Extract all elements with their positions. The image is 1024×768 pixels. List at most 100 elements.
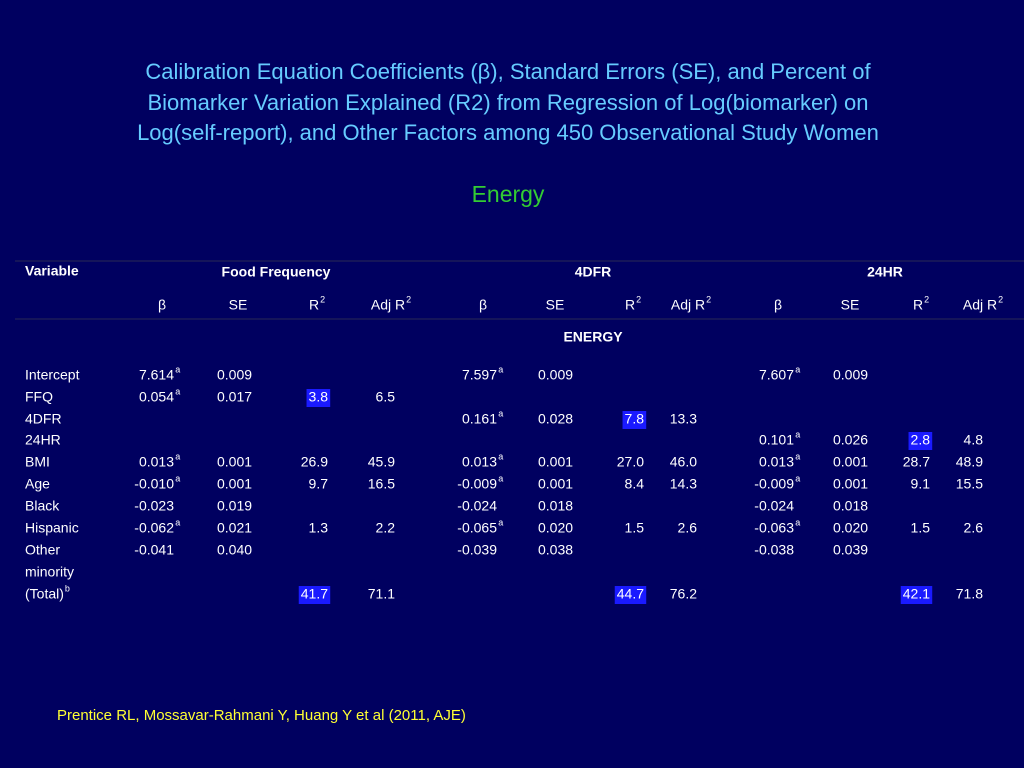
table-cell: 44.7 [617, 586, 644, 602]
table-cell: 0.013 [139, 454, 174, 470]
column-header: β [479, 297, 487, 313]
title-line: Log(self-report), and Other Factors amon… [137, 120, 879, 145]
table-cell: 2.2 [376, 520, 396, 536]
table-cell: 7.614 [139, 367, 174, 383]
citation: Prentice RL, Mossavar-Rahmani Y, Huang Y… [57, 707, 466, 724]
table-cell: 0.001 [538, 476, 573, 492]
row-label: Other [25, 542, 60, 558]
table-cell: 0.001 [538, 454, 573, 470]
superscript: a [498, 408, 503, 418]
superscript: 2 [406, 294, 411, 304]
table-cell: -0.010 [134, 476, 174, 492]
table-cell: 13.3 [670, 411, 697, 427]
table-cell: -0.041 [134, 542, 174, 558]
table-cell: -0.063 [754, 520, 794, 536]
table-cell: -0.062 [134, 520, 174, 536]
table-cell: 1.5 [625, 520, 645, 536]
table-cell: 27.0 [617, 454, 644, 470]
table-cell: 0.101 [759, 432, 794, 448]
table-cell: 0.161 [462, 411, 497, 427]
table-cell: 1.3 [309, 520, 329, 536]
column-header: β [774, 297, 782, 313]
table-cell: 71.8 [956, 586, 983, 602]
superscript: a [498, 364, 503, 374]
table-cell: 15.5 [956, 476, 983, 492]
superscript: a [175, 364, 180, 374]
highlight [622, 411, 647, 429]
table-cell: 0.028 [538, 411, 573, 427]
table-cell: 0.009 [217, 367, 252, 383]
highlight [614, 586, 647, 604]
table-cell: 0.020 [538, 520, 573, 536]
table-cell: 7.8 [625, 411, 645, 427]
superscript: a [175, 517, 180, 527]
superscript: 2 [636, 294, 641, 304]
superscript: a [498, 517, 503, 527]
table-cell: -0.023 [134, 498, 174, 514]
table-cell: 2.6 [964, 520, 984, 536]
group-header: Food Frequency [222, 264, 331, 280]
table-cell: -0.024 [754, 498, 794, 514]
table-cell: 0.009 [833, 367, 868, 383]
superscript: a [795, 473, 800, 483]
table-cell: -0.039 [457, 542, 497, 558]
superscript: a [795, 429, 800, 439]
superscript: b [65, 583, 70, 593]
superscript: 2 [706, 294, 711, 304]
table-cell: 6.5 [376, 389, 396, 405]
table-cell: 0.054 [139, 389, 174, 405]
table-cell: 16.5 [368, 476, 395, 492]
table-cell: 45.9 [368, 454, 395, 470]
table-cell: 46.0 [670, 454, 697, 470]
superscript: 2 [998, 294, 1003, 304]
column-header: R [625, 297, 635, 313]
highlight [900, 586, 933, 604]
row-label: 4DFR [25, 411, 62, 427]
table-cell: 2.6 [678, 520, 698, 536]
column-header: β [158, 297, 166, 313]
table-cell: 42.1 [903, 586, 930, 602]
table-cell: 9.7 [309, 476, 329, 492]
column-header: Adj R [671, 297, 705, 313]
title-line: Calibration Equation Coefficients (β), S… [145, 59, 871, 84]
superscript: a [175, 451, 180, 461]
variable-header: Variable [25, 263, 79, 279]
subtitle: Energy [472, 181, 545, 207]
table-cell: 0.018 [538, 498, 573, 514]
row-label: 24HR [25, 432, 61, 448]
table-cell: 14.3 [670, 476, 697, 492]
superscript: a [175, 386, 180, 396]
row-label: (Total) [25, 586, 64, 602]
highlight [306, 389, 331, 407]
table-cell: 7.607 [759, 367, 794, 383]
table-cell: 0.026 [833, 432, 868, 448]
table-cell: 0.039 [833, 542, 868, 558]
row-label: BMI [25, 454, 50, 470]
table-cell: -0.009 [457, 476, 497, 492]
table-cell: 2.8 [911, 432, 931, 448]
table-cell: 0.020 [833, 520, 868, 536]
table-cell: -0.038 [754, 542, 794, 558]
column-header: Adj R [963, 297, 997, 313]
title-line: Biomarker Variation Explained (R2) from … [147, 90, 868, 115]
section-header: ENERGY [563, 329, 623, 345]
superscript: a [795, 364, 800, 374]
column-header: R [309, 297, 319, 313]
table-cell: 28.7 [903, 454, 930, 470]
table-cell: 0.001 [833, 454, 868, 470]
column-header: SE [546, 297, 565, 313]
table-cell: 48.9 [956, 454, 983, 470]
superscript: a [795, 517, 800, 527]
table-cell: 0.017 [217, 389, 252, 405]
table-cell: 76.2 [670, 586, 697, 602]
table-cell: 8.4 [625, 476, 645, 492]
group-header: 24HR [867, 264, 903, 280]
table-cell: 0.013 [759, 454, 794, 470]
row-label: Age [25, 476, 50, 492]
table-cell: 0.013 [462, 454, 497, 470]
table-cell: 4.8 [964, 432, 984, 448]
superscript: a [795, 451, 800, 461]
superscript: a [498, 473, 503, 483]
superscript: a [498, 451, 503, 461]
